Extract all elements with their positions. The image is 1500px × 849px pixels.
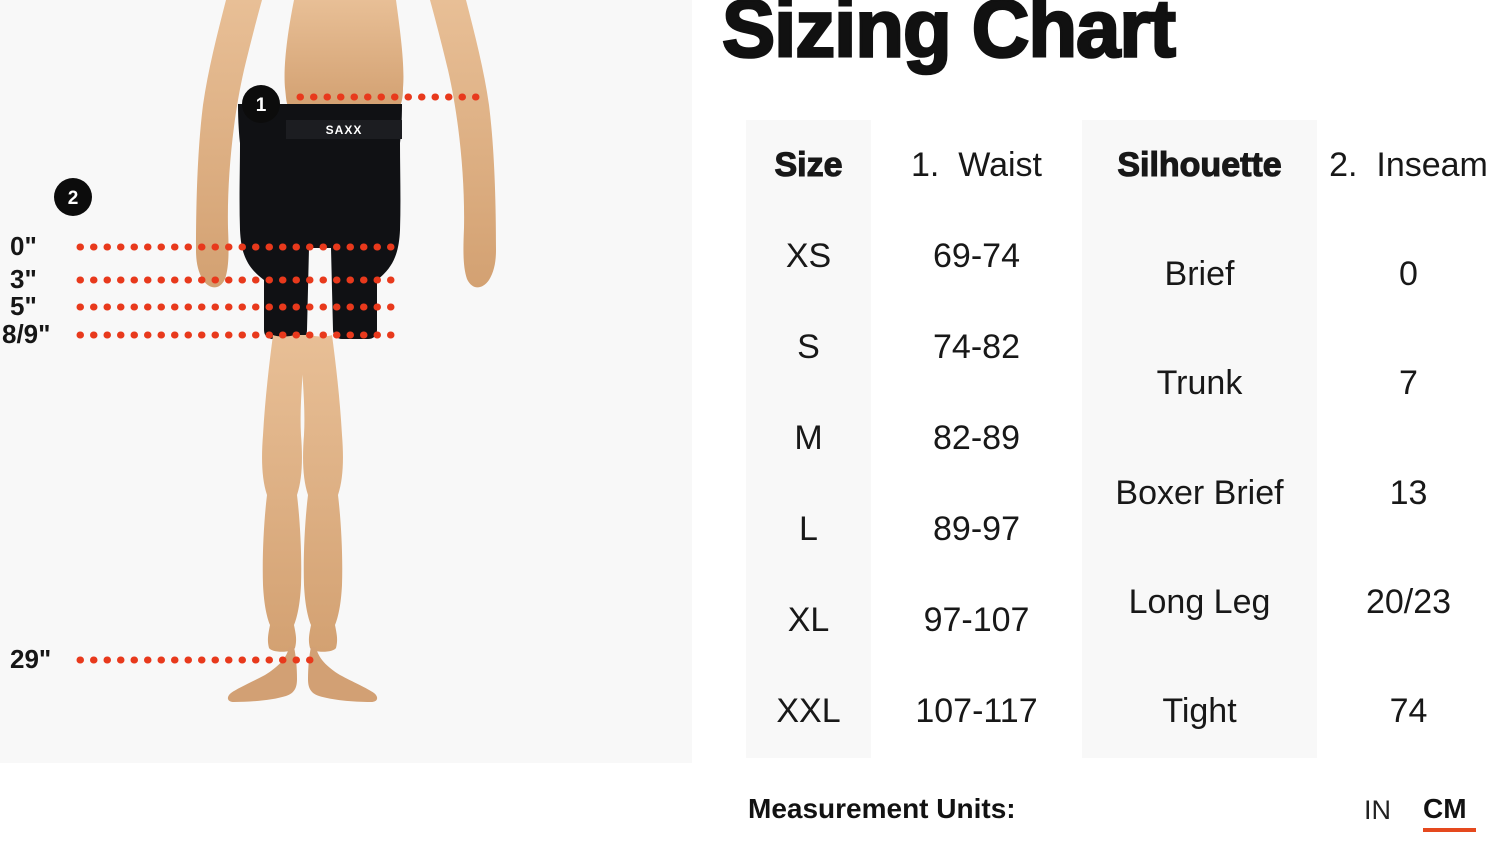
svg-text:SAXX: SAXX [326, 123, 363, 137]
svg-text:2: 2 [68, 188, 79, 209]
svg-text:29": 29" [10, 644, 51, 674]
svg-text:8/9": 8/9" [2, 319, 50, 349]
svg-text:3": 3" [10, 264, 37, 294]
svg-text:0": 0" [10, 231, 37, 261]
svg-text:5": 5" [10, 291, 37, 321]
svg-text:1: 1 [256, 95, 267, 116]
